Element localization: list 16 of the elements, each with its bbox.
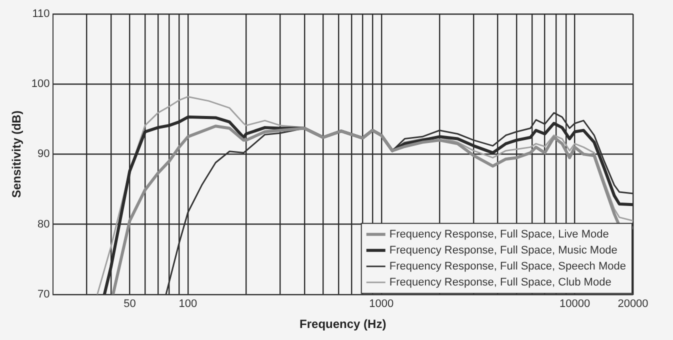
y-tick-label: 110 [32, 8, 50, 20]
x-tick-label: 50 [124, 298, 136, 310]
y-tick-label: 70 [38, 288, 50, 300]
legend-label: Frequency Response, Full Space, Live Mode [389, 228, 609, 240]
y-axis-title: Sensitivity (dB) [10, 110, 24, 198]
x-tick-label: 20000 [618, 298, 648, 310]
x-axis-title: Frequency (Hz) [300, 317, 386, 332]
legend-label: Frequency Response, Full Space, Club Mode [389, 276, 612, 288]
x-tick-label: 10000 [559, 298, 590, 310]
y-tick-label: 100 [31, 78, 50, 90]
legend-label: Frequency Response, Full Space, Music Mode [389, 244, 618, 256]
legend-label: Frequency Response, Full Space, Speech Mode [389, 260, 626, 272]
y-tick-label: 80 [38, 218, 50, 230]
x-tick-label: 1000 [369, 298, 394, 310]
y-tick-label: 90 [38, 148, 50, 160]
x-tick-label: 100 [178, 298, 198, 310]
